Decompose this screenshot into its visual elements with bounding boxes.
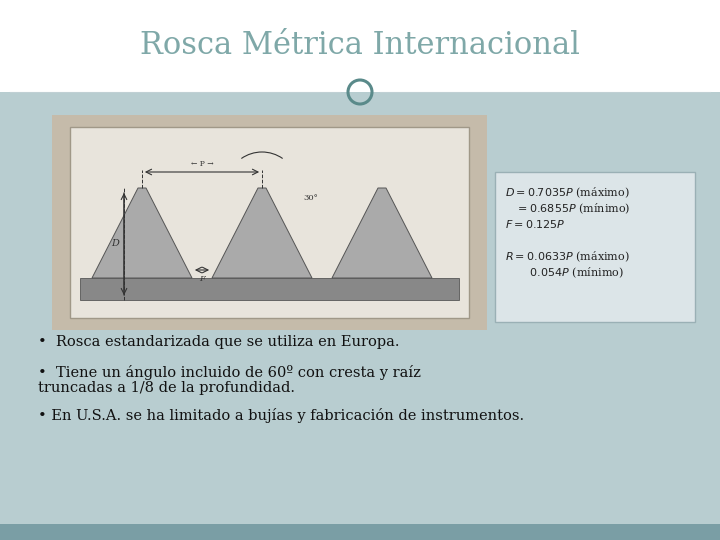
Polygon shape bbox=[332, 188, 432, 278]
FancyBboxPatch shape bbox=[495, 172, 695, 322]
Polygon shape bbox=[92, 188, 192, 278]
Text: $= 0.6855P$ (mínimo): $= 0.6855P$ (mínimo) bbox=[505, 202, 631, 217]
FancyBboxPatch shape bbox=[80, 278, 459, 300]
Text: $R = 0.0633P$ (máximo): $R = 0.0633P$ (máximo) bbox=[505, 250, 630, 265]
Text: F: F bbox=[199, 275, 205, 283]
Text: •  Tiene un ángulo incluido de 60º con cresta y raíz: • Tiene un ángulo incluido de 60º con cr… bbox=[38, 365, 421, 380]
Text: truncadas a 1/8 de la profundidad.: truncadas a 1/8 de la profundidad. bbox=[38, 381, 295, 395]
Text: $F = 0.125P$: $F = 0.125P$ bbox=[505, 218, 566, 230]
Text: $0.054P$ (mínimo): $0.054P$ (mínimo) bbox=[505, 266, 624, 280]
Text: D: D bbox=[111, 240, 119, 248]
FancyBboxPatch shape bbox=[0, 524, 720, 540]
FancyBboxPatch shape bbox=[0, 92, 720, 540]
Polygon shape bbox=[212, 188, 312, 278]
Text: ← P →: ← P → bbox=[191, 160, 213, 168]
FancyBboxPatch shape bbox=[52, 115, 487, 330]
Text: 30°: 30° bbox=[303, 194, 318, 202]
Text: $D = 0.7035P$ (máximo): $D = 0.7035P$ (máximo) bbox=[505, 186, 630, 200]
FancyBboxPatch shape bbox=[0, 0, 720, 92]
FancyBboxPatch shape bbox=[70, 127, 469, 318]
Text: •  Rosca estandarizada que se utiliza en Europa.: • Rosca estandarizada que se utiliza en … bbox=[38, 335, 400, 349]
Text: • En U.S.A. se ha limitado a bujías y fabricación de instrumentos.: • En U.S.A. se ha limitado a bujías y fa… bbox=[38, 408, 524, 423]
Text: Rosca Métrica Internacional: Rosca Métrica Internacional bbox=[140, 30, 580, 62]
